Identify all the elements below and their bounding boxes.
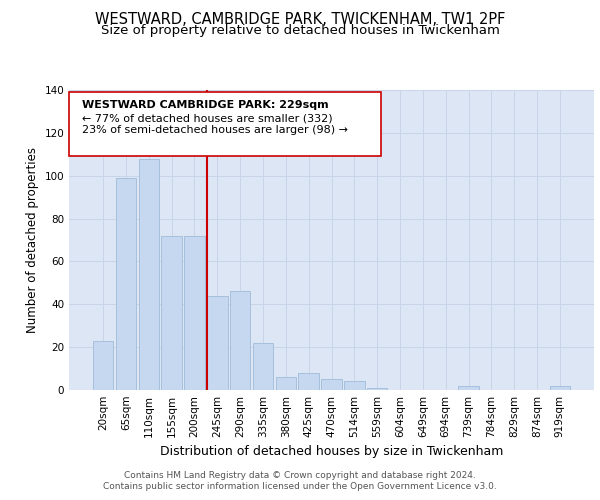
Bar [344, 382, 365, 390]
Bar [253, 343, 273, 390]
Bar [161, 236, 182, 390]
Bar [184, 236, 205, 390]
Bar [458, 386, 479, 390]
Bar [367, 388, 388, 390]
FancyBboxPatch shape [69, 92, 382, 156]
Text: Contains HM Land Registry data © Crown copyright and database right 2024.: Contains HM Land Registry data © Crown c… [124, 471, 476, 480]
Bar [321, 380, 342, 390]
Bar [230, 292, 250, 390]
Bar [550, 386, 570, 390]
Bar [207, 296, 227, 390]
Y-axis label: Number of detached properties: Number of detached properties [26, 147, 39, 333]
Text: 23% of semi-detached houses are larger (98) →: 23% of semi-detached houses are larger (… [82, 126, 348, 136]
Bar [275, 377, 296, 390]
X-axis label: Distribution of detached houses by size in Twickenham: Distribution of detached houses by size … [160, 446, 503, 458]
Bar [298, 373, 319, 390]
Bar [116, 178, 136, 390]
Text: Contains public sector information licensed under the Open Government Licence v3: Contains public sector information licen… [103, 482, 497, 491]
Text: WESTWARD CAMBRIDGE PARK: 229sqm: WESTWARD CAMBRIDGE PARK: 229sqm [82, 100, 329, 110]
Bar [139, 158, 159, 390]
Text: WESTWARD, CAMBRIDGE PARK, TWICKENHAM, TW1 2PF: WESTWARD, CAMBRIDGE PARK, TWICKENHAM, TW… [95, 12, 505, 28]
Text: ← 77% of detached houses are smaller (332): ← 77% of detached houses are smaller (33… [82, 113, 333, 123]
Bar [93, 340, 113, 390]
Text: Size of property relative to detached houses in Twickenham: Size of property relative to detached ho… [101, 24, 499, 37]
